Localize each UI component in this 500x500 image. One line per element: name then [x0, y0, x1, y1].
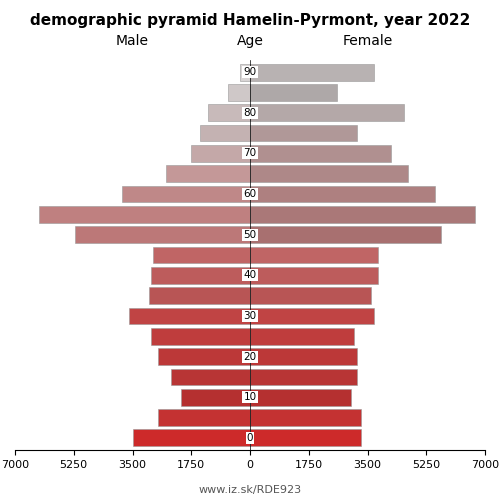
Bar [250, 328, 354, 344]
Text: demographic pyramid Hamelin-Pyrmont, year 2022: demographic pyramid Hamelin-Pyrmont, yea… [30, 12, 470, 28]
Bar [250, 145, 391, 162]
Bar [250, 166, 408, 182]
Bar [158, 348, 250, 365]
Bar [250, 430, 361, 446]
Bar [250, 288, 371, 304]
Bar [250, 246, 378, 264]
Bar [158, 409, 250, 426]
Text: 60: 60 [244, 189, 256, 199]
Bar [250, 348, 358, 365]
Bar [38, 206, 250, 222]
Text: 40: 40 [244, 270, 256, 280]
Text: www.iz.sk/RDE923: www.iz.sk/RDE923 [198, 485, 302, 495]
Bar [152, 246, 250, 264]
Text: Age: Age [236, 34, 264, 48]
Bar [250, 206, 475, 222]
Bar [250, 308, 374, 324]
Text: 20: 20 [244, 352, 256, 362]
Bar [240, 64, 250, 80]
Bar [200, 125, 250, 142]
Bar [250, 186, 434, 202]
Bar [151, 328, 250, 344]
Bar [250, 125, 358, 142]
Text: 90: 90 [244, 67, 256, 77]
Bar [208, 104, 250, 121]
Bar [250, 64, 374, 80]
Text: 80: 80 [244, 108, 256, 118]
Text: Male: Male [116, 34, 149, 48]
Bar [166, 166, 250, 182]
Text: 30: 30 [244, 311, 256, 321]
Bar [76, 226, 250, 243]
Bar [171, 368, 250, 385]
Text: 50: 50 [244, 230, 256, 239]
Bar [250, 226, 442, 243]
Text: 10: 10 [244, 392, 256, 402]
Bar [250, 389, 350, 406]
Bar [250, 104, 404, 121]
Bar [122, 186, 250, 202]
Text: 0: 0 [247, 433, 254, 443]
Bar [191, 145, 250, 162]
Text: 70: 70 [244, 148, 256, 158]
Bar [250, 409, 361, 426]
Bar [150, 288, 250, 304]
Bar [129, 308, 250, 324]
Text: Female: Female [342, 34, 392, 48]
Bar [132, 430, 250, 446]
Bar [250, 368, 358, 385]
Bar [151, 267, 250, 283]
Bar [181, 389, 250, 406]
Bar [250, 84, 338, 101]
Bar [250, 267, 378, 283]
Bar [228, 84, 250, 101]
